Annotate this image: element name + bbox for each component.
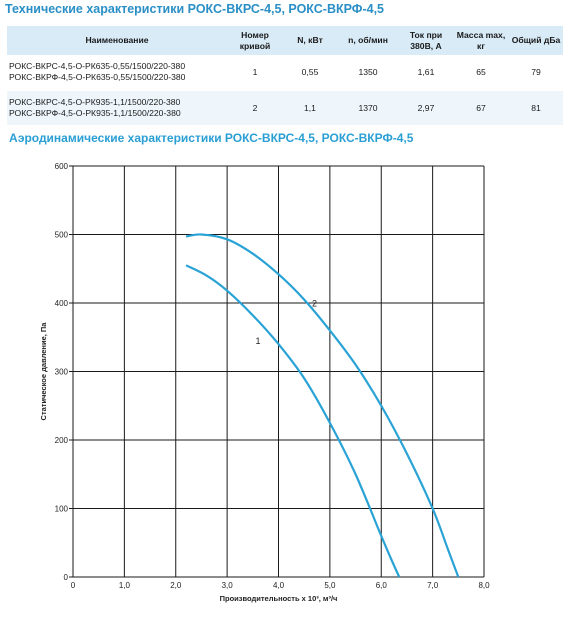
x-tick-label: 3,0 bbox=[222, 581, 234, 590]
x-axis-label: Производительность х 10³, м³/ч bbox=[220, 594, 338, 603]
x-tick-label: 7,0 bbox=[427, 581, 439, 590]
x-tick-label: 1,0 bbox=[119, 581, 131, 590]
axis-ticks: 0 1,0 2,0 3,0 4,0 5,0 6,0 7,0 8,0 0 100 200 300 400 50… bbox=[55, 162, 490, 590]
y-tick-label: 600 bbox=[55, 162, 69, 171]
x-tick-label: 2,0 bbox=[170, 581, 182, 590]
table-row: РОКС-ВКРС-4,5-О-РК635-0,55/1500/220-380 … bbox=[7, 55, 563, 89]
mass-cell: 67 bbox=[453, 91, 509, 125]
current-cell: 1,61 bbox=[399, 55, 453, 89]
specs-table: Наименование Номер кривой N, кВт n, об/м… bbox=[7, 26, 563, 125]
mass-cell: 65 bbox=[453, 55, 509, 89]
y-tick-label: 400 bbox=[55, 299, 69, 308]
curve-cell: 2 bbox=[227, 91, 283, 125]
rpm-cell: 1350 bbox=[337, 55, 399, 89]
aero-title: Аэродинамические характеристики РОКС-ВКР… bbox=[9, 131, 414, 145]
col-header-power: N, кВт bbox=[283, 26, 337, 55]
col-header-mass: Масса max, кг bbox=[453, 26, 509, 55]
col-header-current: Ток при 380В, А bbox=[399, 26, 453, 55]
model-name: РОКС-ВКРС-4,5-О-РК635-0,55/1500/220-380 bbox=[9, 61, 186, 71]
x-tick-label: 5,0 bbox=[324, 581, 336, 590]
noise-cell: 81 bbox=[509, 91, 563, 125]
curve-2-label: 2 bbox=[312, 298, 317, 308]
table-header-row: Наименование Номер кривой N, кВт n, об/м… bbox=[7, 26, 563, 55]
model-name: РОКС-ВКРФ-4,5-О-РК635-0,55/1500/220-380 bbox=[9, 72, 186, 82]
y-tick-label: 0 bbox=[64, 573, 69, 582]
power-cell: 0,55 bbox=[283, 55, 337, 89]
curve-1-line bbox=[185, 264, 401, 578]
specs-title: Технические характеристики РОКС-ВКРС-4,5… bbox=[5, 2, 384, 16]
row-name-cell: РОКС-ВКРС-4,5-О-РК935-1,1/1500/220-380 Р… bbox=[7, 91, 227, 125]
power-cell: 1,1 bbox=[283, 91, 337, 125]
model-name: РОКС-ВКРС-4,5-О-РК935-1,1/1500/220-380 bbox=[9, 97, 181, 107]
model-name: РОКС-ВКРФ-4,5-О-РК935-1,1/1500/220-380 bbox=[9, 108, 181, 118]
chart-grid bbox=[69, 165, 485, 578]
row-separator bbox=[7, 89, 563, 91]
noise-cell: 79 bbox=[509, 55, 563, 89]
y-tick-label: 500 bbox=[55, 231, 69, 240]
col-header-rpm: n, об/мин bbox=[337, 26, 399, 55]
x-tick-label: 0 bbox=[71, 581, 76, 590]
x-tick-label: 4,0 bbox=[273, 581, 285, 590]
y-tick-label: 200 bbox=[55, 436, 69, 445]
current-cell: 2,97 bbox=[399, 91, 453, 125]
rpm-cell: 1370 bbox=[337, 91, 399, 125]
curves: 12 bbox=[185, 233, 460, 578]
row-name-cell: РОКС-ВКРС-4,5-О-РК635-0,55/1500/220-380 … bbox=[7, 55, 227, 89]
y-tick-label: 300 bbox=[55, 368, 69, 377]
x-tick-label: 8,0 bbox=[478, 581, 490, 590]
col-header-name: Наименование bbox=[7, 26, 227, 55]
x-tick-label: 6,0 bbox=[376, 581, 388, 590]
y-axis-label: Статическое давление, Па bbox=[39, 322, 48, 421]
col-header-curve: Номер кривой bbox=[227, 26, 283, 55]
curve-1-label: 1 bbox=[255, 336, 260, 346]
fan-performance-chart: 0 1,0 2,0 3,0 4,0 5,0 6,0 7,0 8,0 0 100 200 300 400 50… bbox=[39, 162, 490, 603]
curve-cell: 1 bbox=[227, 55, 283, 89]
y-tick-label: 100 bbox=[55, 505, 69, 514]
col-header-noise: Общий дБа bbox=[509, 26, 563, 55]
curve-2-line bbox=[185, 233, 460, 578]
table-row: РОКС-ВКРС-4,5-О-РК935-1,1/1500/220-380 Р… bbox=[7, 91, 563, 125]
